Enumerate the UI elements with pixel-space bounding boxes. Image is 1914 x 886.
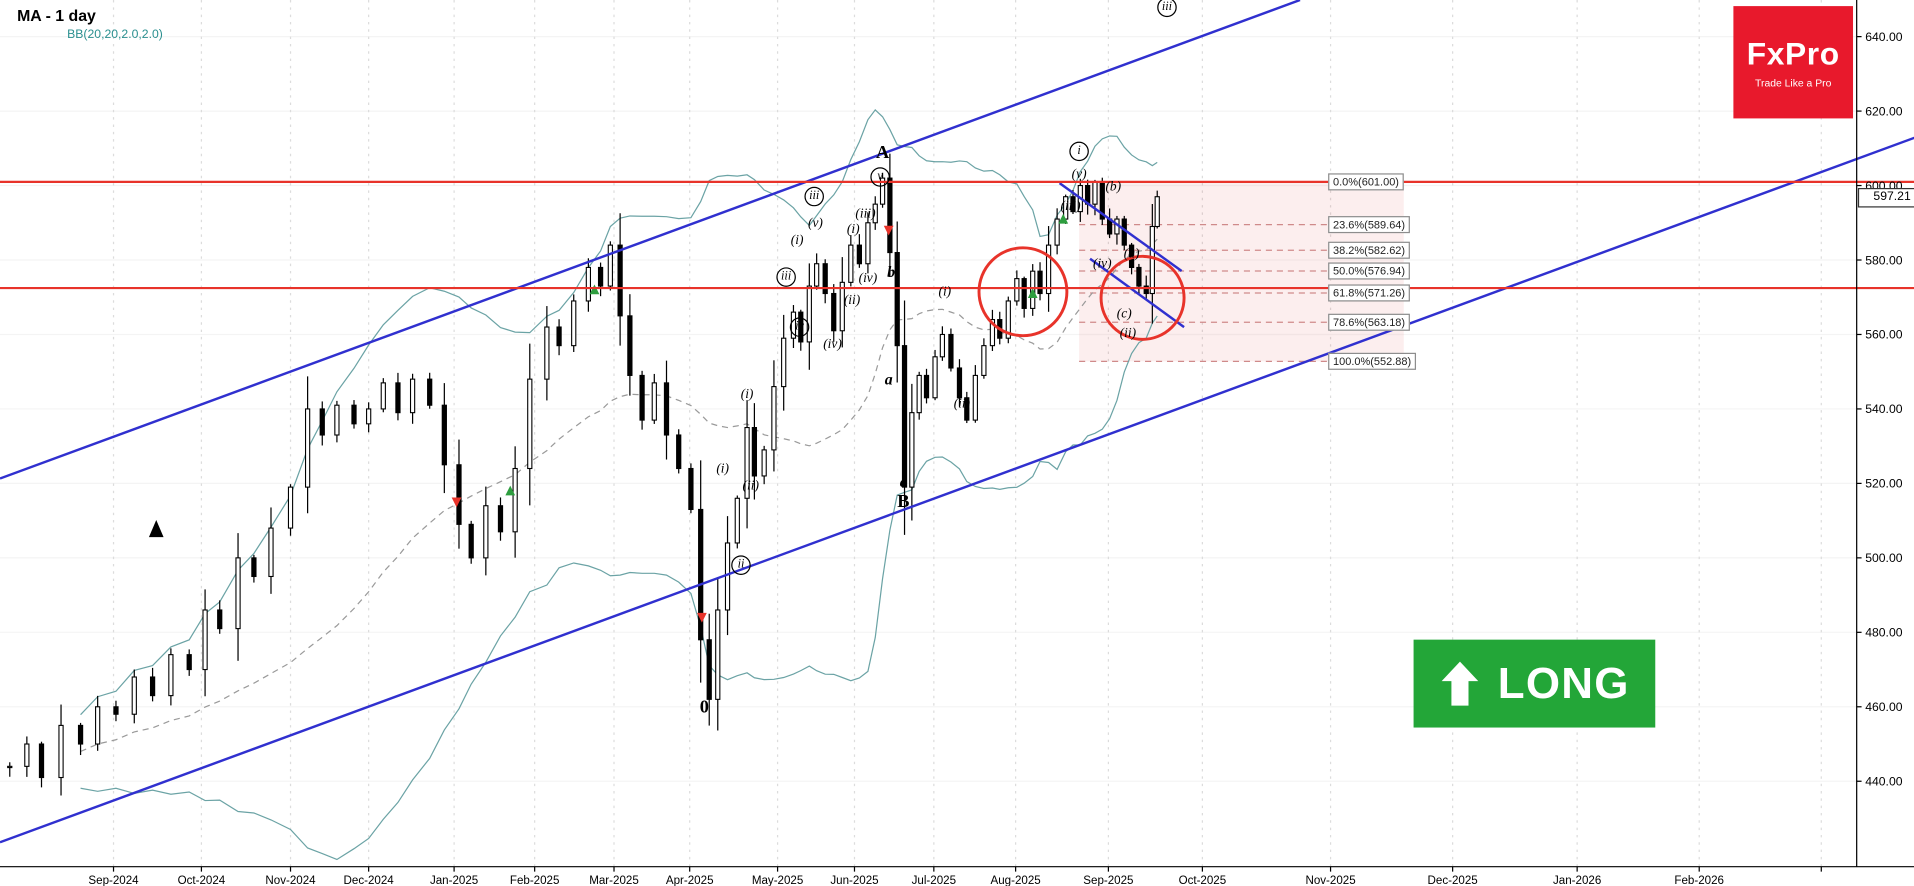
month-tick-label: Dec-2025 <box>1428 875 1478 886</box>
price-tick-label: 560.00 <box>1865 328 1902 342</box>
highlight-circle <box>977 246 1069 338</box>
trade-arrows <box>148 213 1069 623</box>
month-tick-label: Jan-2026 <box>1553 875 1601 886</box>
price-tick-label: 460.00 <box>1865 700 1902 714</box>
price-tick-label: 540.00 <box>1865 402 1902 416</box>
month-tick-label: Aug-2025 <box>991 875 1041 886</box>
price-tick-label: 640.00 <box>1865 30 1902 44</box>
month-tick-label: Feb-2026 <box>1674 875 1724 886</box>
month-tick-label: Nov-2024 <box>265 875 316 886</box>
month-tick-label: Feb-2025 <box>510 875 560 886</box>
candles <box>7 153 1160 796</box>
month-tick-label: Jun-2025 <box>830 875 878 886</box>
buy-arrow-icon <box>505 485 516 496</box>
month-tick-label: Nov-2025 <box>1305 875 1355 886</box>
month-tick-label: Jul-2025 <box>912 875 956 886</box>
buy-arrow-icon <box>1058 213 1069 224</box>
month-tick-label: May-2025 <box>752 875 804 886</box>
month-tick-label: Mar-2025 <box>589 875 639 886</box>
trend-channel <box>0 0 1914 844</box>
price-tick-label: 520.00 <box>1865 477 1902 491</box>
trendline-segment <box>1058 182 1183 272</box>
month-tick-label: Jan-2025 <box>430 875 478 886</box>
buy-arrow-icon <box>589 284 600 295</box>
channel-line <box>0 136 1914 844</box>
price-tick-label: 480.00 <box>1865 626 1902 640</box>
buy-arrow-icon <box>1027 288 1038 299</box>
channel-line <box>0 0 1301 480</box>
bollinger-bands <box>80 109 1158 861</box>
highlight-circle <box>1099 254 1186 341</box>
month-tick-label: Sep-2024 <box>88 875 139 886</box>
month-tick-label: Oct-2024 <box>178 875 226 886</box>
month-tick-label: Apr-2025 <box>666 875 714 886</box>
price-tick-label: 500.00 <box>1865 551 1902 565</box>
price-tick-label: 620.00 <box>1865 104 1902 118</box>
price-tick-label: 440.00 <box>1865 775 1902 789</box>
trendline-segment <box>1089 257 1185 329</box>
black-trend-marker-icon <box>148 520 164 538</box>
month-tick-label: Sep-2025 <box>1083 875 1133 886</box>
horizontal-levels <box>0 180 1914 290</box>
month-tick-label: Dec-2024 <box>344 875 395 886</box>
price-tick-label: 580.00 <box>1865 253 1902 267</box>
highlight-circles <box>977 246 1186 341</box>
sell-arrow-icon <box>451 497 462 508</box>
sell-arrow-icon <box>697 612 707 623</box>
grid <box>0 0 1857 867</box>
sell-arrow-icon <box>883 225 894 236</box>
price-tick-label: 600.00 <box>1865 179 1902 193</box>
month-tick-label: Oct-2025 <box>1179 875 1227 886</box>
fibonacci-retracement <box>1079 181 1404 362</box>
